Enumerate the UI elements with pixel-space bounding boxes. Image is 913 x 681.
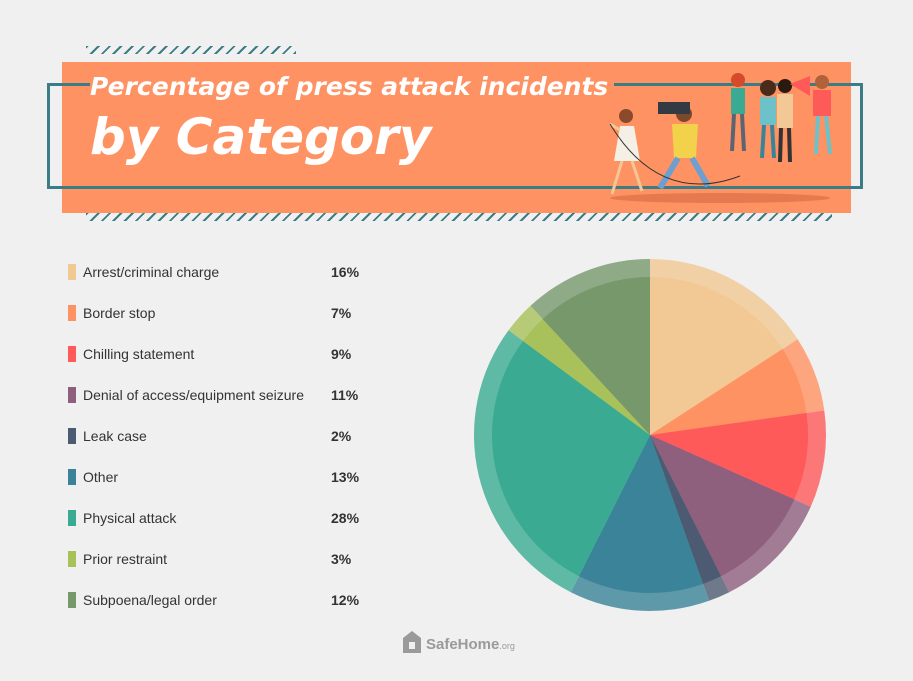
legend-item: Leak case 2% [66, 426, 376, 446]
hatch-decoration-bottom [86, 213, 832, 221]
press-crowd-illustration [609, 73, 832, 203]
legend-label: Border stop [83, 305, 156, 321]
pie-slice [650, 435, 722, 584]
legend-label: Chilling statement [83, 346, 195, 362]
legend-value: 7% [331, 305, 352, 321]
brand-name: SafeHome [426, 636, 500, 653]
legend-label: Leak case [83, 428, 147, 444]
legend-swatch [68, 387, 76, 403]
legend-value: 28% [331, 510, 360, 526]
pie-slice [650, 435, 795, 577]
legend-item: Subpoena/legal order 12% [66, 590, 376, 610]
legend-value: 11% [331, 387, 359, 403]
legend-value: 13% [331, 469, 360, 485]
legend-swatch [68, 305, 76, 321]
legend-swatch [68, 428, 76, 444]
house-logo-icon [403, 631, 421, 653]
pie-slice [492, 340, 650, 577]
legend-swatch [68, 592, 76, 608]
legend-value: 2% [331, 428, 352, 444]
legend-label: Other [83, 469, 119, 485]
pie-slice [578, 435, 704, 593]
legend-label: Prior restraint [83, 551, 168, 567]
hatch-decoration-top [86, 46, 296, 54]
legend-label: Denial of access/equipment seizure [83, 387, 305, 403]
legend-label: Arrest/criminal charge [83, 264, 220, 280]
legend-item: Physical attack 28% [66, 508, 376, 528]
legend-swatch [68, 469, 76, 485]
legend-swatch [68, 264, 76, 280]
chart-title-line2: by Category [90, 108, 432, 166]
legend-swatch [68, 346, 76, 362]
pie-slice [650, 412, 808, 500]
brand-logo: SafeHome.org [402, 630, 515, 658]
legend-item: Border stop 7% [66, 303, 376, 323]
pie-slice [650, 349, 807, 435]
legend-item: Prior restraint 3% [66, 549, 376, 569]
pie-slice [650, 277, 783, 435]
legend-swatch [68, 551, 76, 567]
legend-value: 3% [331, 551, 352, 567]
chart-title-line1: Percentage of press attack incidents [90, 72, 615, 101]
legend-item: Chilling statement 9% [66, 344, 376, 364]
legend-value: 16% [331, 264, 360, 280]
pie-slice [523, 319, 650, 435]
pie-slice [542, 277, 650, 435]
brand-suffix: .org [499, 641, 515, 651]
pie-chart [473, 259, 827, 612]
legend-label: Physical attack [83, 510, 177, 526]
legend-item: Denial of access/equipment seizure 11% [66, 385, 376, 405]
legend-item: Other 13% [66, 467, 376, 487]
legend-value: 9% [331, 346, 352, 362]
legend-label: Subpoena/legal order [83, 592, 217, 608]
legend-value: 12% [331, 592, 360, 608]
legend-item: Arrest/criminal charge 16% [66, 262, 376, 282]
legend-swatch [68, 510, 76, 526]
